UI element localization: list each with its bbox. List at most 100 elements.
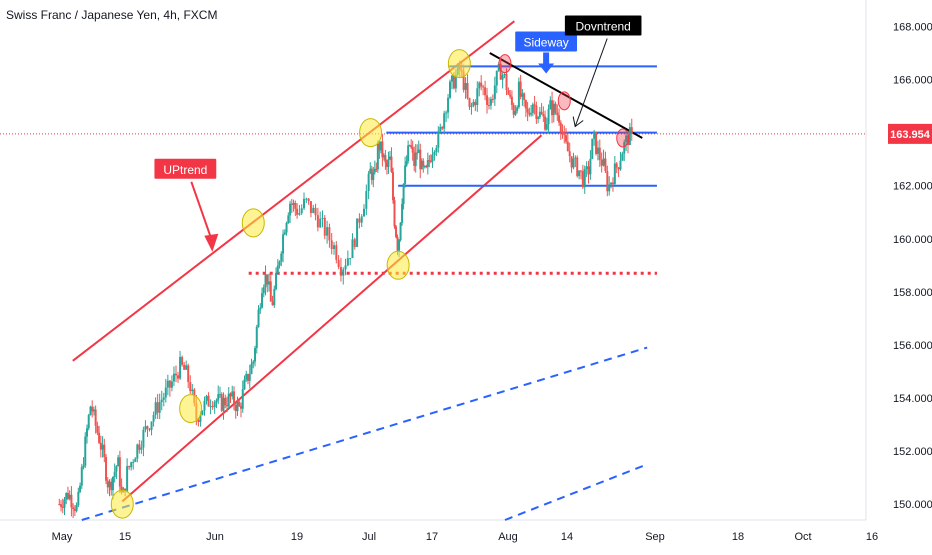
candle-body xyxy=(170,381,173,388)
candle xyxy=(285,221,288,236)
candle-body xyxy=(174,373,177,376)
candle-body xyxy=(505,74,508,91)
candle xyxy=(570,156,573,173)
candle-body xyxy=(429,160,432,162)
candle-body xyxy=(579,170,582,172)
candle-body xyxy=(431,154,434,162)
candle-body xyxy=(91,406,94,412)
candle xyxy=(600,152,603,173)
candle-body xyxy=(207,395,210,407)
yellow-touch-marker xyxy=(447,49,471,79)
candle xyxy=(388,151,391,160)
candle-body xyxy=(499,63,502,80)
candle-body xyxy=(84,436,87,466)
candle xyxy=(300,204,303,216)
candle-body xyxy=(493,85,496,100)
candle xyxy=(524,99,527,117)
candle-body xyxy=(333,245,336,249)
candle-body xyxy=(370,168,373,180)
candle-body xyxy=(486,95,489,105)
candle xyxy=(602,149,605,167)
candle xyxy=(146,425,149,437)
candle-body xyxy=(278,261,281,266)
candle-body xyxy=(307,198,310,202)
candle xyxy=(419,143,422,179)
candle xyxy=(596,140,599,161)
candle xyxy=(545,117,548,131)
candle xyxy=(470,102,473,115)
candle-body xyxy=(231,391,234,397)
x-tick-label: 19 xyxy=(291,531,303,543)
candle xyxy=(73,505,76,516)
candle xyxy=(108,479,111,497)
downtrend-arrow xyxy=(574,38,608,127)
candle-body xyxy=(254,348,257,362)
candle-body xyxy=(58,504,61,506)
x-tick-label: Oct xyxy=(794,531,811,543)
candle-body xyxy=(407,145,410,162)
candle-body xyxy=(98,432,101,443)
candle xyxy=(183,361,186,370)
candle xyxy=(197,418,200,427)
candle xyxy=(339,257,342,282)
candle-body xyxy=(441,126,444,129)
candle xyxy=(156,393,159,419)
candle-body xyxy=(222,397,225,411)
x-tick-label: Sep xyxy=(645,531,665,543)
y-tick-label: 162.000 xyxy=(893,181,932,193)
candle-body xyxy=(358,218,361,223)
candle xyxy=(466,74,469,100)
candle xyxy=(144,420,147,433)
candle-body xyxy=(72,507,75,510)
candle-body xyxy=(423,166,426,168)
candle-body xyxy=(602,158,605,166)
candle xyxy=(468,97,471,110)
candle xyxy=(247,373,250,385)
candle xyxy=(266,274,269,293)
candle-body xyxy=(538,111,541,118)
candle xyxy=(349,257,352,266)
candle-body xyxy=(414,152,417,166)
uptrend-arrowhead xyxy=(204,233,219,252)
downtrend-line xyxy=(489,52,643,139)
candle-body xyxy=(290,203,293,205)
candle xyxy=(533,96,536,115)
candle-body xyxy=(472,101,475,106)
candle-body xyxy=(232,391,235,406)
candle xyxy=(166,374,169,396)
candle xyxy=(499,56,502,80)
candle-body xyxy=(148,428,151,430)
candle xyxy=(365,184,368,216)
candle-body xyxy=(234,405,237,412)
candle-body xyxy=(547,109,550,125)
candle xyxy=(530,105,533,117)
candle xyxy=(578,170,581,180)
candle xyxy=(217,385,220,405)
candle xyxy=(314,203,317,221)
candle xyxy=(60,500,63,512)
candle xyxy=(162,392,165,407)
candle xyxy=(611,177,614,192)
candle xyxy=(581,164,584,190)
candle-body xyxy=(183,364,186,370)
candle xyxy=(87,413,90,431)
candle xyxy=(164,379,167,403)
candle xyxy=(474,99,477,112)
candle-body xyxy=(73,509,76,511)
candle-body xyxy=(115,466,118,472)
candle xyxy=(360,214,363,228)
candle-body xyxy=(503,74,506,76)
candle xyxy=(138,439,141,454)
candle xyxy=(621,151,624,161)
candle-body xyxy=(466,83,469,98)
axes: May 15 Jun 19 Jul 17 Aug 14 Sep 18 Oct 16 xyxy=(0,0,878,543)
candle-body xyxy=(464,83,467,90)
candle xyxy=(307,198,310,205)
candle-body xyxy=(570,156,573,168)
candle-body xyxy=(628,127,631,145)
candle-body xyxy=(298,212,301,215)
lower-channel-line xyxy=(121,134,543,503)
x-tick-label: 16 xyxy=(866,531,878,543)
sideway-label: Sideway xyxy=(515,31,578,74)
candle xyxy=(160,390,163,411)
